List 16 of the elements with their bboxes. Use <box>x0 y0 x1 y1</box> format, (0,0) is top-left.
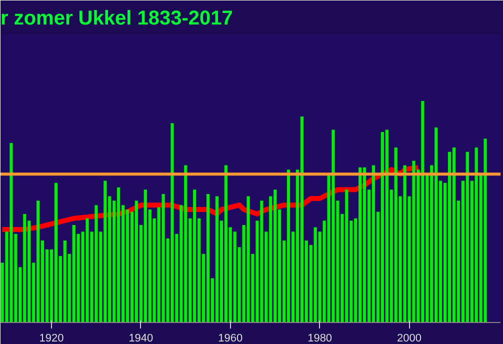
bar <box>362 167 366 322</box>
x-tick-label: 1940 <box>128 332 154 344</box>
bar <box>448 152 452 322</box>
bar <box>452 147 456 322</box>
x-tick-label: 1920 <box>39 332 64 344</box>
bar <box>286 170 290 322</box>
bar <box>54 182 58 322</box>
x-tick-label: 1960 <box>218 332 243 344</box>
bar <box>215 196 219 322</box>
bar <box>206 194 210 322</box>
x-tick-label: 2000 <box>397 332 422 344</box>
x-tick-label: 1980 <box>308 332 332 344</box>
bar <box>372 165 376 322</box>
bar <box>134 200 138 322</box>
bar <box>484 138 487 322</box>
chart-title: r zomer Ukkel 1833-2017 <box>0 8 233 30</box>
